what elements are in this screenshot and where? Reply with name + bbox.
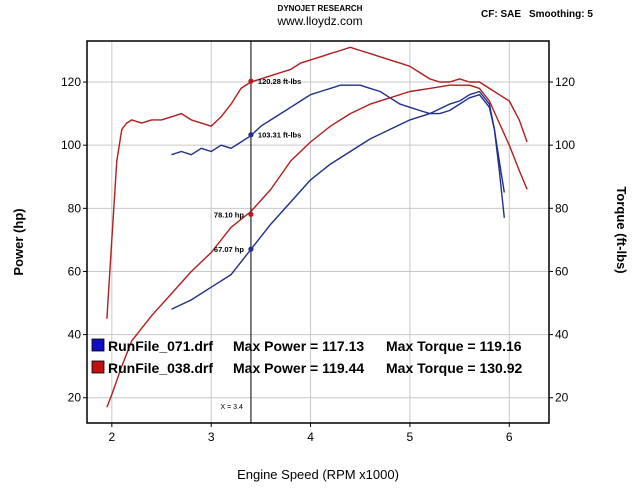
- right-tick-label: 120: [555, 75, 575, 89]
- legend-max-torque: Max Torque = 119.16: [386, 338, 522, 354]
- right-tick-label: 80: [555, 201, 569, 215]
- marker-dot: [248, 211, 254, 217]
- marker-label: 103.31 ft-lbs: [258, 131, 301, 140]
- left-tick-label: 100: [61, 138, 81, 152]
- right-tick-label: 60: [555, 264, 569, 278]
- right-tick-label: 20: [555, 391, 569, 405]
- x-tick-label: 6: [506, 430, 513, 444]
- legend-max-power: Max Power = 119.44: [233, 360, 364, 376]
- legend-max-power: Max Power = 117.13: [233, 338, 364, 354]
- header-brand: DYNOJET RESEARCH: [278, 4, 363, 13]
- series-lines: [106, 46, 528, 408]
- cursor-label: X = 3.4: [221, 404, 243, 411]
- left-tick-label: 60: [68, 264, 82, 278]
- x-tick-label: 3: [208, 430, 215, 444]
- series-line-power: [106, 84, 528, 408]
- cursor: X = 3.4: [221, 41, 252, 423]
- x-axis-title: Engine Speed (RPM x1000): [237, 467, 399, 482]
- marker-label: 78.10 hp: [214, 210, 244, 219]
- left-tick-label: 40: [68, 328, 82, 342]
- legend-swatch: [91, 360, 105, 374]
- value-markers: 120.28 ft-lbs 103.31 ft-lbs 78.10 hp 67.07 …: [214, 77, 301, 254]
- legend-max-torque: Max Torque = 130.92: [386, 360, 523, 376]
- marker-dot: [248, 78, 254, 84]
- left-tick-label: 20: [68, 391, 82, 405]
- axes: 2 3 4 5 6 20 40 60 80 100 120 20 40 60 80 100 120: [61, 40, 575, 444]
- right-tick-label: 40: [555, 328, 569, 342]
- right-axis-title: Torque (ft-lbs): [614, 186, 629, 273]
- marker-label: 67.07 hp: [214, 245, 244, 254]
- left-tick-label: 120: [61, 75, 81, 89]
- marker-label: 120.28 ft-lbs: [258, 77, 301, 86]
- left-tick-label: 80: [68, 201, 82, 215]
- plot-frame: [86, 40, 550, 424]
- right-tick-label: 100: [555, 138, 575, 152]
- header-url: www.lloydz.com: [276, 14, 362, 28]
- legend-file: RunFile_071.drf: [108, 338, 213, 354]
- header-correction: CF: SAE: [481, 9, 521, 20]
- legend: RunFile_071.drf Max Power = 117.13 Max Tor…: [91, 338, 523, 376]
- marker-dot: [248, 246, 254, 252]
- header-smoothing: Smoothing: 5: [529, 9, 593, 20]
- x-tick-label: 4: [307, 430, 314, 444]
- left-axis-title: Power (hp): [11, 208, 26, 275]
- legend-file: RunFile_038.drf: [108, 360, 213, 376]
- legend-swatch: [91, 338, 105, 352]
- series-line-power: [171, 90, 505, 310]
- series-line-torque: [106, 46, 528, 319]
- x-tick-label: 2: [108, 430, 115, 444]
- x-tick-label: 5: [407, 430, 414, 444]
- grid: [87, 41, 549, 423]
- series-line-torque: [171, 84, 505, 193]
- marker-dot: [248, 132, 254, 138]
